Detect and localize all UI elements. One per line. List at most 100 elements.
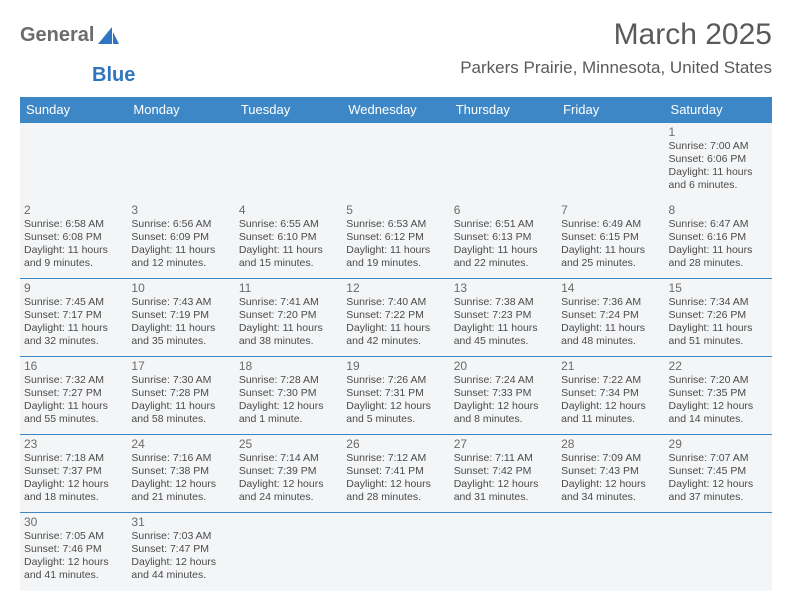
day-info-line: and 19 minutes. (346, 257, 445, 270)
day-number: 12 (346, 281, 445, 295)
day-info-line: Daylight: 12 hours (239, 400, 338, 413)
day-info-line: Sunset: 7:23 PM (454, 309, 553, 322)
calendar-day-cell: 15Sunrise: 7:34 AMSunset: 7:26 PMDayligh… (665, 279, 772, 357)
day-info-line: Sunrise: 7:34 AM (669, 296, 768, 309)
day-info-line: Sunrise: 7:05 AM (24, 530, 123, 543)
day-info-line: and 55 minutes. (24, 413, 123, 426)
day-info-line: Sunrise: 7:36 AM (561, 296, 660, 309)
day-info-line: Sunset: 7:30 PM (239, 387, 338, 400)
calendar-day-cell: 9Sunrise: 7:45 AMSunset: 7:17 PMDaylight… (20, 279, 127, 357)
sail-icon (98, 27, 120, 45)
calendar-day-cell: 11Sunrise: 7:41 AMSunset: 7:20 PMDayligh… (235, 279, 342, 357)
day-info-line: and 1 minute. (239, 413, 338, 426)
calendar-day-cell: 8Sunrise: 6:47 AMSunset: 6:16 PMDaylight… (665, 201, 772, 279)
day-info-line: Sunset: 6:12 PM (346, 231, 445, 244)
day-info-line: Sunrise: 7:24 AM (454, 374, 553, 387)
day-info-line: Sunset: 7:38 PM (131, 465, 230, 478)
calendar-page: General March 2025 Parkers Prairie, Minn… (0, 0, 792, 591)
day-number: 13 (454, 281, 553, 295)
day-number: 7 (561, 203, 660, 217)
calendar-day-cell: 7Sunrise: 6:49 AMSunset: 6:15 PMDaylight… (557, 201, 664, 279)
day-info-line: Sunset: 6:10 PM (239, 231, 338, 244)
day-info-line: Daylight: 11 hours (669, 244, 768, 257)
day-info-line: and 25 minutes. (561, 257, 660, 270)
day-info-line: Daylight: 12 hours (346, 400, 445, 413)
day-number: 18 (239, 359, 338, 373)
day-info-line: and 8 minutes. (454, 413, 553, 426)
day-info-line: Daylight: 12 hours (454, 478, 553, 491)
day-header: Tuesday (235, 97, 342, 123)
day-number: 27 (454, 437, 553, 451)
day-info-line: Sunset: 7:19 PM (131, 309, 230, 322)
day-info-line: Daylight: 12 hours (454, 400, 553, 413)
calendar-day-cell: 26Sunrise: 7:12 AMSunset: 7:41 PMDayligh… (342, 435, 449, 513)
day-number: 19 (346, 359, 445, 373)
calendar-day-cell: 23Sunrise: 7:18 AMSunset: 7:37 PMDayligh… (20, 435, 127, 513)
day-number: 8 (669, 203, 768, 217)
day-number: 3 (131, 203, 230, 217)
day-info-line: Sunset: 7:39 PM (239, 465, 338, 478)
day-info-line: Daylight: 11 hours (24, 400, 123, 413)
day-info-line: Sunset: 7:31 PM (346, 387, 445, 400)
day-number: 23 (24, 437, 123, 451)
day-info-line: Daylight: 11 hours (561, 244, 660, 257)
day-info-line: Sunset: 7:41 PM (346, 465, 445, 478)
logo-text-general: General (20, 24, 94, 47)
day-info-line: Sunset: 7:43 PM (561, 465, 660, 478)
day-info-line: Sunrise: 7:43 AM (131, 296, 230, 309)
day-info-line: Sunset: 7:22 PM (346, 309, 445, 322)
day-info-line: Daylight: 11 hours (561, 322, 660, 335)
calendar-empty-cell (342, 513, 449, 591)
calendar-day-cell: 25Sunrise: 7:14 AMSunset: 7:39 PMDayligh… (235, 435, 342, 513)
day-info-line: and 37 minutes. (669, 491, 768, 504)
day-info-line: Sunrise: 7:38 AM (454, 296, 553, 309)
day-header: Saturday (665, 97, 772, 123)
calendar-day-cell: 21Sunrise: 7:22 AMSunset: 7:34 PMDayligh… (557, 357, 664, 435)
day-info-line: and 11 minutes. (561, 413, 660, 426)
calendar-table: Sunday Monday Tuesday Wednesday Thursday… (20, 97, 772, 591)
day-info-line: and 22 minutes. (454, 257, 553, 270)
location-text: Parkers Prairie, Minnesota, United State… (460, 58, 772, 78)
day-number: 29 (669, 437, 768, 451)
day-number: 30 (24, 515, 123, 529)
day-header: Thursday (450, 97, 557, 123)
day-number: 28 (561, 437, 660, 451)
day-number: 1 (669, 125, 768, 139)
calendar-empty-cell (342, 123, 449, 201)
day-info-line: and 48 minutes. (561, 335, 660, 348)
day-info-line: Sunset: 7:35 PM (669, 387, 768, 400)
day-number: 20 (454, 359, 553, 373)
calendar-day-cell: 20Sunrise: 7:24 AMSunset: 7:33 PMDayligh… (450, 357, 557, 435)
calendar-day-cell: 13Sunrise: 7:38 AMSunset: 7:23 PMDayligh… (450, 279, 557, 357)
day-number: 26 (346, 437, 445, 451)
day-info-line: Sunset: 7:28 PM (131, 387, 230, 400)
day-info-line: Sunset: 7:47 PM (131, 543, 230, 556)
day-info-line: Sunset: 6:13 PM (454, 231, 553, 244)
day-info-line: Sunset: 6:16 PM (669, 231, 768, 244)
day-number: 17 (131, 359, 230, 373)
day-info-line: Sunset: 7:33 PM (454, 387, 553, 400)
day-info-line: Daylight: 11 hours (131, 244, 230, 257)
day-info-line: Sunset: 6:09 PM (131, 231, 230, 244)
day-info-line: and 15 minutes. (239, 257, 338, 270)
day-info-line: Daylight: 12 hours (239, 478, 338, 491)
day-info-line: Daylight: 11 hours (346, 322, 445, 335)
day-number: 24 (131, 437, 230, 451)
day-info-line: and 28 minutes. (669, 257, 768, 270)
calendar-day-cell: 2Sunrise: 6:58 AMSunset: 6:08 PMDaylight… (20, 201, 127, 279)
day-info-line: and 14 minutes. (669, 413, 768, 426)
day-info-line: Sunrise: 6:49 AM (561, 218, 660, 231)
calendar-day-cell: 17Sunrise: 7:30 AMSunset: 7:28 PMDayligh… (127, 357, 234, 435)
day-info-line: Daylight: 11 hours (239, 322, 338, 335)
calendar-day-cell: 5Sunrise: 6:53 AMSunset: 6:12 PMDaylight… (342, 201, 449, 279)
title-block: March 2025 Parkers Prairie, Minnesota, U… (460, 18, 772, 78)
day-header: Sunday (20, 97, 127, 123)
day-info-line: Daylight: 11 hours (669, 322, 768, 335)
day-info-line: Sunrise: 7:07 AM (669, 452, 768, 465)
day-info-line: Sunset: 6:06 PM (669, 153, 768, 166)
day-info-line: Sunset: 7:17 PM (24, 309, 123, 322)
calendar-day-cell: 28Sunrise: 7:09 AMSunset: 7:43 PMDayligh… (557, 435, 664, 513)
calendar-empty-cell (557, 123, 664, 201)
day-info-line: Sunset: 7:37 PM (24, 465, 123, 478)
calendar-empty-cell (665, 513, 772, 591)
